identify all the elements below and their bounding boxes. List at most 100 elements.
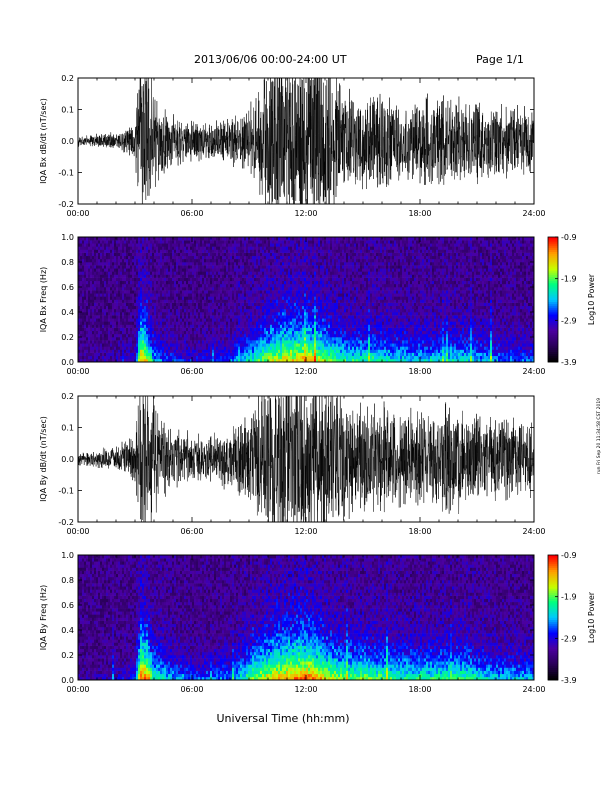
spectrogram-cell xyxy=(146,358,149,362)
spectrogram-cell xyxy=(160,349,163,353)
spectrogram-cell xyxy=(94,280,97,285)
spectrogram-cell xyxy=(118,243,121,247)
spectrogram-cell xyxy=(106,333,109,338)
spectrogram-cell xyxy=(204,305,207,310)
spectrogram-cell xyxy=(82,299,85,303)
spectrogram-cell xyxy=(104,240,107,244)
spectrogram-cell xyxy=(278,240,281,244)
spectrogram-cell xyxy=(214,346,217,350)
spectrogram-cell xyxy=(268,268,271,272)
spectrogram-cell xyxy=(260,255,263,260)
spectrogram-cell xyxy=(122,293,125,297)
spectrogram-cell xyxy=(124,352,127,357)
spectrogram-cell xyxy=(306,333,309,338)
spectrogram-cell xyxy=(270,246,273,250)
spectrogram-cell xyxy=(144,330,147,335)
spectrogram-cell xyxy=(130,283,133,288)
spectrogram-cell xyxy=(108,358,111,362)
spectrogram-cell xyxy=(204,280,207,285)
spectrogram-cell xyxy=(230,252,233,257)
spectrogram-cell xyxy=(128,258,131,263)
spectrogram-cell xyxy=(166,340,169,344)
spectrogram-cell xyxy=(148,287,151,291)
spectrogram-cell xyxy=(262,274,265,278)
spectrogram-cell xyxy=(256,277,259,282)
spectrogram-cell xyxy=(130,324,133,328)
spectrogram-cell xyxy=(236,271,239,275)
spectrogram-cell xyxy=(298,240,301,244)
spectrogram-cell xyxy=(226,349,229,353)
spectrogram-cell xyxy=(284,340,287,344)
spectrogram-cell xyxy=(300,302,303,307)
spectrogram-cell xyxy=(180,280,183,285)
spectrogram-cell xyxy=(90,280,93,285)
spectrogram-cell xyxy=(250,358,253,362)
spectrogram-cell xyxy=(168,243,171,247)
spectrogram-cell xyxy=(176,274,179,278)
spectrogram-cell xyxy=(280,305,283,310)
spectrogram-cell xyxy=(200,274,203,278)
spectrogram-cell xyxy=(318,249,321,253)
spectrogram-cell xyxy=(250,255,253,260)
spectrogram-cell xyxy=(304,237,307,241)
spectrogram-cell xyxy=(214,290,217,294)
spectrogram-cell xyxy=(160,255,163,260)
spectrogram-cell xyxy=(94,271,97,275)
spectrogram-cell xyxy=(170,321,173,325)
spectrogram-cell xyxy=(80,274,83,278)
spectrogram-cell xyxy=(294,280,297,285)
spectrogram-cell xyxy=(170,324,173,328)
spectrogram-cell xyxy=(178,321,181,325)
spectrogram-cell xyxy=(94,340,97,344)
spectrogram-cell xyxy=(158,358,161,362)
spectrogram-cell xyxy=(276,237,279,241)
spectrogram-cell xyxy=(216,330,219,335)
spectrogram-cell xyxy=(306,346,309,350)
spectrogram-cell xyxy=(166,308,169,313)
spectrogram-cell xyxy=(316,349,319,353)
spectrogram-cell xyxy=(158,355,161,360)
spectrogram-cell xyxy=(230,349,233,353)
spectrogram-cell xyxy=(166,318,169,322)
spectrogram-cell xyxy=(308,358,311,362)
spectrogram-cell xyxy=(234,262,237,266)
spectrogram-cell xyxy=(280,240,283,244)
spectrogram-cell xyxy=(198,287,201,291)
spectrogram-cell xyxy=(264,280,267,285)
spectrogram-cell xyxy=(246,287,249,291)
spectrogram-cell xyxy=(234,358,237,362)
spectrogram-cell xyxy=(304,302,307,307)
spectrogram-cell xyxy=(134,243,137,247)
spectrogram-cell xyxy=(180,296,183,300)
spectrogram-cell xyxy=(150,283,153,288)
spectrogram-cell xyxy=(168,337,171,341)
spectrogram-cell xyxy=(198,274,201,278)
spectrogram-cell xyxy=(236,312,239,316)
spectrogram-cell xyxy=(118,302,121,307)
spectrogram-cell xyxy=(262,346,265,350)
spectrogram-cell xyxy=(230,246,233,250)
spectrogram-cell xyxy=(204,355,207,360)
spectrogram-cell xyxy=(256,299,259,303)
spectrogram-cell xyxy=(242,265,245,269)
spectrogram-cell xyxy=(92,358,95,362)
spectrogram-cell xyxy=(124,318,127,322)
spectrogram-cell xyxy=(288,321,291,325)
spectrogram-cell xyxy=(240,352,243,357)
spectrogram-cell xyxy=(242,287,245,291)
spectrogram-cell xyxy=(222,262,225,266)
spectrogram-cell xyxy=(294,333,297,338)
spectrogram-cell xyxy=(92,265,95,269)
spectrogram-cell xyxy=(136,340,139,344)
spectrogram-cell xyxy=(300,343,303,347)
spectrogram-cell xyxy=(122,252,125,257)
spectrogram-cell xyxy=(238,355,241,360)
spectrogram-cell xyxy=(204,252,207,257)
spectrogram-cell xyxy=(124,268,127,272)
spectrogram-cell xyxy=(194,343,197,347)
spectrogram-cell xyxy=(320,290,323,294)
spectrogram-cell xyxy=(104,318,107,322)
spectrogram-cell xyxy=(224,340,227,344)
spectrogram-cell xyxy=(162,355,165,360)
spectrogram-cell xyxy=(230,262,233,266)
